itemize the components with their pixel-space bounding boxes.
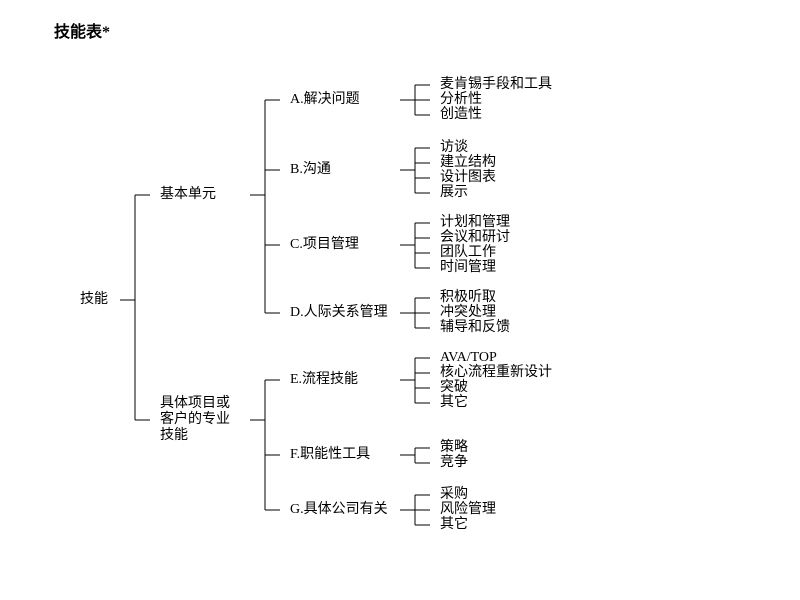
node-leaf-0-1-1: 建立结构 <box>440 155 496 171</box>
node-leaf-1-0-2: 突破 <box>440 380 468 396</box>
node-leaf-0-2-3: 时间管理 <box>440 260 496 276</box>
node-root: 技能 <box>80 292 108 308</box>
node-l2-1: 具体项目或客户的专业技能 <box>160 396 230 444</box>
node-l3-0-2: C.项目管理 <box>290 237 359 253</box>
node-l3-1-2: G.具体公司有关 <box>290 502 388 518</box>
node-leaf-1-2-2: 其它 <box>440 517 468 533</box>
node-leaf-1-2-1: 风险管理 <box>440 502 496 518</box>
node-leaf-0-1-2: 设计图表 <box>440 170 496 186</box>
node-leaf-0-3-0: 积极听取 <box>440 290 496 306</box>
node-leaf-0-3-1: 冲突处理 <box>440 305 496 321</box>
tree-connectors <box>0 0 800 600</box>
node-l3-0-1: B.沟通 <box>290 162 331 178</box>
node-l3-1-0: E.流程技能 <box>290 372 358 388</box>
node-leaf-0-0-1: 分析性 <box>440 92 482 108</box>
node-leaf-1-0-3: 其它 <box>440 395 468 411</box>
node-leaf-0-2-0: 计划和管理 <box>440 215 510 231</box>
node-leaf-0-0-2: 创造性 <box>440 107 482 123</box>
node-leaf-0-0-0: 麦肯锡手段和工具 <box>440 77 552 93</box>
node-l2-0: 基本单元 <box>160 187 216 203</box>
node-leaf-0-2-1: 会议和研讨 <box>440 230 510 246</box>
node-leaf-1-0-1: 核心流程重新设计 <box>440 365 552 381</box>
node-leaf-0-3-2: 辅导和反馈 <box>440 320 510 336</box>
node-leaf-0-1-0: 访谈 <box>440 140 468 156</box>
node-leaf-1-0-0: AVA/TOP <box>440 350 497 366</box>
node-leaf-1-1-0: 策略 <box>440 440 468 456</box>
node-leaf-1-1-1: 竞争 <box>440 455 468 471</box>
node-l3-1-1: F.职能性工具 <box>290 447 370 463</box>
node-l3-0-3: D.人际关系管理 <box>290 305 388 321</box>
node-leaf-1-2-0: 采购 <box>440 487 468 503</box>
node-leaf-0-1-3: 展示 <box>440 185 468 201</box>
node-l3-0-0: A.解决问题 <box>290 92 360 108</box>
node-leaf-0-2-2: 团队工作 <box>440 245 496 261</box>
